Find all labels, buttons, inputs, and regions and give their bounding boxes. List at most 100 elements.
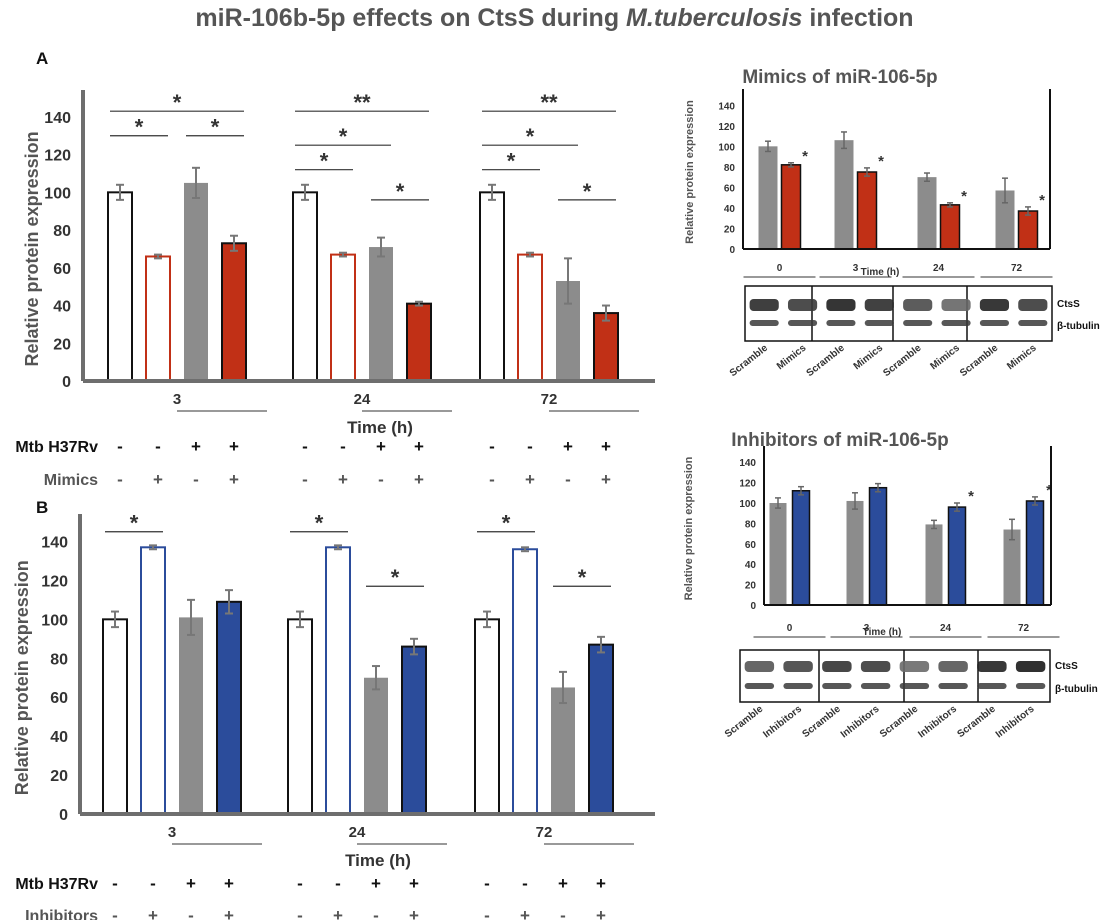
y-axis-label: Relative protein expression — [22, 131, 42, 366]
significance-star: * — [502, 511, 511, 536]
blot-lane-label: Scramble — [805, 342, 848, 379]
y-tick-label: 60 — [724, 183, 736, 194]
blot-lane-label: Scramble — [728, 342, 771, 379]
treatment-sign: - — [527, 437, 533, 456]
blot-lane-label: Scramble — [958, 342, 1001, 379]
panel-label: A — [36, 49, 48, 68]
y-axis-label: Relative protein expression — [12, 560, 32, 795]
treatment-sign: + — [563, 437, 573, 456]
blot-band-ctss — [822, 661, 852, 672]
significance-star: * — [130, 511, 139, 536]
blot-band-tubulin — [822, 683, 852, 689]
y-tick-label: 140 — [718, 101, 735, 112]
blot-band-tubulin — [1015, 683, 1046, 689]
bar — [145, 255, 171, 382]
treatment-sign: + — [596, 906, 606, 920]
blot-lane-label: Scramble — [723, 703, 766, 740]
blot-band-ctss — [860, 661, 891, 672]
significance-star: * — [135, 115, 144, 140]
y-tick-label: 100 — [41, 612, 68, 629]
treatment-sign: + — [333, 906, 343, 920]
x-tick-label: 72 — [1011, 263, 1023, 274]
treatment-sign: - — [297, 874, 303, 893]
y-tick-label: 60 — [50, 690, 68, 707]
significance-star: * — [173, 90, 182, 115]
x-tick-label: 3 — [864, 623, 870, 634]
y-tick-label: 0 — [750, 601, 756, 612]
bar — [868, 486, 888, 606]
chart-title: Mimics of miR-106-5p — [742, 67, 937, 88]
bar — [517, 253, 543, 383]
bar — [512, 548, 538, 816]
significance-star: * — [583, 179, 592, 204]
x-tick-label: 24 — [354, 391, 371, 408]
bar — [551, 687, 575, 814]
bar — [834, 140, 854, 249]
blot-band-tubulin — [979, 320, 1010, 326]
bar — [947, 506, 967, 606]
treatment-row-label: Inhibitors — [25, 908, 98, 920]
blot-band-tubulin — [744, 683, 775, 689]
chart-panel-b: B 0 20 40 60 80 100 120 140 Relative protein expr… — [12, 498, 655, 920]
significance-star: * — [578, 565, 587, 590]
bar — [925, 524, 943, 605]
bar — [179, 617, 203, 814]
bar — [588, 643, 614, 815]
treatment-sign: - — [155, 437, 161, 456]
treatment-sign: - — [335, 874, 341, 893]
chart-title: Inhibitors of miR-106-5p — [731, 430, 948, 451]
significance-star: ** — [540, 90, 558, 115]
treatment-sign: + — [338, 470, 348, 489]
blot-band-ctss — [903, 299, 933, 311]
treatment-sign: - — [117, 470, 123, 489]
blot-lane-label: Scramble — [881, 342, 924, 379]
y-tick-label: 140 — [739, 458, 756, 469]
significance-star: * — [507, 149, 516, 174]
bar — [406, 302, 432, 382]
blot-band-ctss — [744, 661, 775, 672]
x-tick-label: 24 — [933, 263, 945, 274]
treatment-sign: + — [409, 874, 419, 893]
bar — [1025, 500, 1045, 606]
bar — [330, 253, 356, 383]
treatment-sign: + — [601, 470, 611, 489]
significance-star: * — [1039, 192, 1045, 209]
x-tick-label: 72 — [541, 391, 558, 408]
blot-lane-label: Mimics — [928, 342, 962, 372]
blot-band-ctss — [787, 299, 818, 311]
bar — [184, 182, 208, 381]
treatment-sign: + — [414, 437, 424, 456]
blot-lane-label: Scramble — [955, 703, 998, 740]
y-tick-label: 60 — [53, 261, 71, 278]
treatment-sign: + — [601, 437, 611, 456]
treatment-row-label: Mtb H37Rv — [15, 439, 98, 456]
bar — [401, 645, 427, 815]
significance-star: ** — [353, 90, 371, 115]
y-tick-label: 100 — [44, 185, 71, 202]
bar — [287, 618, 313, 816]
treatment-sign: + — [596, 874, 606, 893]
blot-band-ctss — [1015, 661, 1046, 672]
blot-band-ctss — [938, 661, 968, 672]
treatment-sign: + — [376, 437, 386, 456]
significance-star: * — [320, 149, 329, 174]
y-axis-label: Relative protein expression — [683, 456, 695, 600]
treatment-sign: + — [558, 874, 568, 893]
x-tick-label: 0 — [777, 263, 783, 274]
bar — [1017, 210, 1039, 250]
blot-lane-label: Scramble — [878, 703, 921, 740]
x-tick-label: 24 — [349, 824, 366, 841]
y-tick-label: 40 — [724, 204, 736, 215]
bar — [102, 618, 128, 816]
treatment-row-label: Mtb H37Rv — [15, 876, 98, 893]
blot-band-tubulin — [826, 320, 856, 326]
treatment-sign: + — [409, 906, 419, 920]
blot-band-ctss — [783, 661, 813, 672]
x-tick-label: 24 — [940, 623, 952, 634]
significance-star: * — [396, 179, 405, 204]
blot-band-label: CtsS — [1057, 299, 1080, 310]
y-tick-label: 120 — [718, 122, 735, 133]
treatment-sign: + — [224, 874, 234, 893]
significance-star: * — [961, 188, 967, 205]
y-tick-label: 0 — [59, 807, 68, 824]
